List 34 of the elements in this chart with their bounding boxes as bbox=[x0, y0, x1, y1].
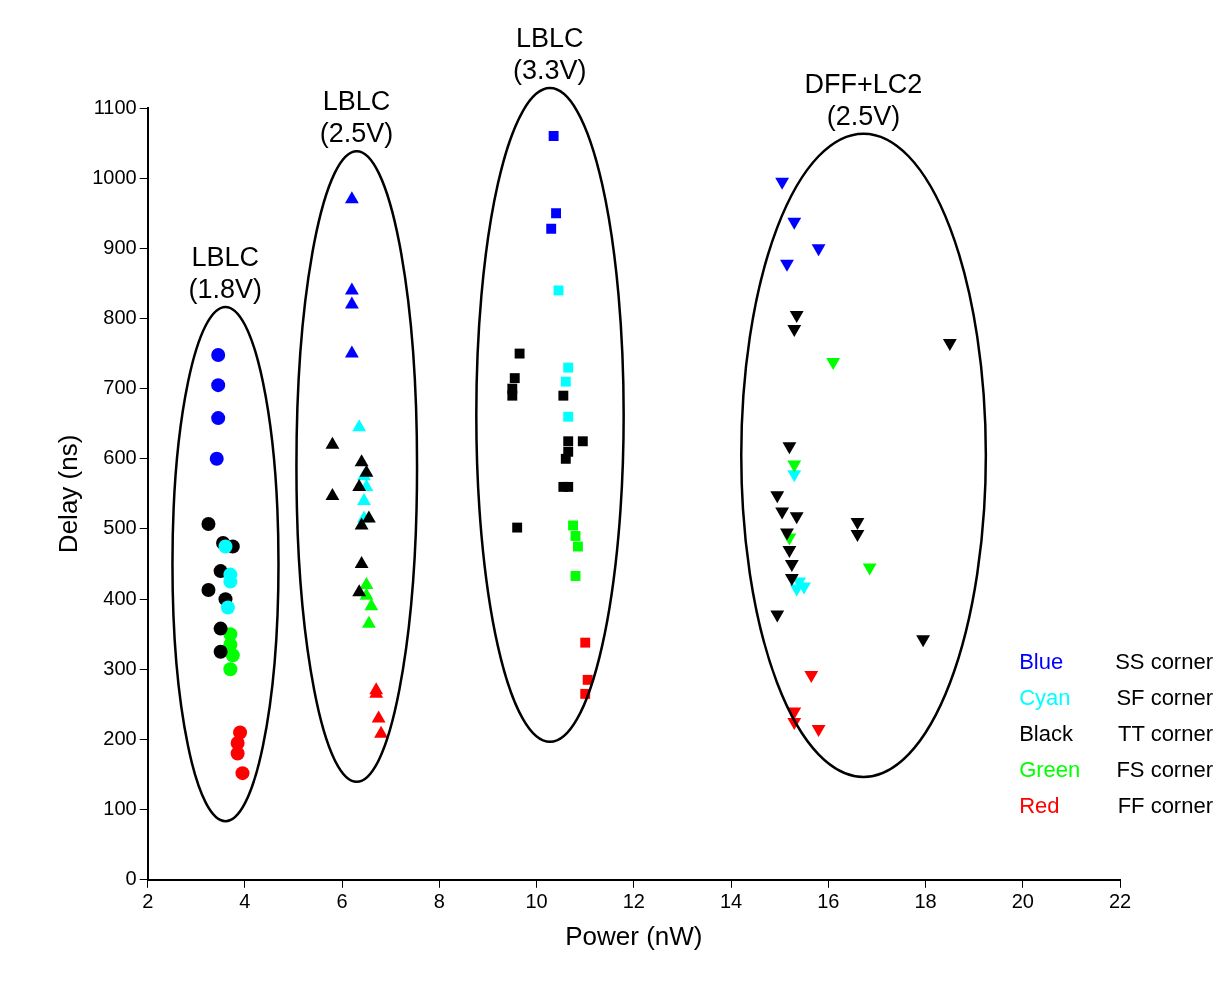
x-tick-label: 18 bbox=[914, 890, 937, 913]
text: Green FS corner bbox=[1019, 756, 1213, 782]
y-tick-label: 600 bbox=[103, 446, 137, 469]
x-tick-label: 16 bbox=[817, 890, 840, 913]
y-tick-label: 500 bbox=[103, 516, 137, 539]
x-tick-label: 10 bbox=[525, 890, 548, 913]
y-tick-label: 400 bbox=[103, 586, 137, 609]
y-tick-label: 700 bbox=[103, 376, 137, 399]
annotation: DFF+LC2 (2.5V) bbox=[804, 67, 923, 132]
y-tick-label: 200 bbox=[103, 726, 137, 749]
x-tick-label: 20 bbox=[1011, 890, 1034, 913]
annotation: LBLC (2.5V) bbox=[319, 85, 394, 150]
x-tick-label: 8 bbox=[433, 890, 445, 913]
y-tick-label: 300 bbox=[103, 656, 137, 679]
x-tick-label: 22 bbox=[1108, 890, 1132, 913]
y-tick-label: 100 bbox=[103, 797, 137, 820]
text: LBLC (3.3V) bbox=[512, 22, 587, 87]
x-tick-label: 14 bbox=[719, 890, 743, 913]
x-tick-label: 4 bbox=[239, 890, 251, 913]
y-tick-label: 1100 bbox=[93, 95, 137, 118]
x-axis-title: Power (nW) bbox=[565, 920, 703, 951]
y-axis-title: Delay (ns) bbox=[52, 434, 83, 554]
x-tick-label: 2 bbox=[142, 890, 154, 913]
text: Cyan SF corner bbox=[1019, 684, 1213, 710]
text: Red FF corner bbox=[1019, 792, 1213, 818]
x-tick-label: 6 bbox=[336, 890, 348, 913]
y-tick-label: 1000 bbox=[92, 165, 137, 188]
text: Blue SS corner bbox=[1019, 648, 1213, 674]
y-tick-label: 900 bbox=[103, 235, 137, 258]
x-tick-label: 12 bbox=[622, 890, 645, 913]
annotation: LBLC (1.8V) bbox=[188, 240, 262, 305]
text: Black TT corner bbox=[1019, 720, 1213, 746]
y-tick-label: 0 bbox=[125, 867, 137, 890]
y-tick-label: 800 bbox=[103, 306, 137, 329]
